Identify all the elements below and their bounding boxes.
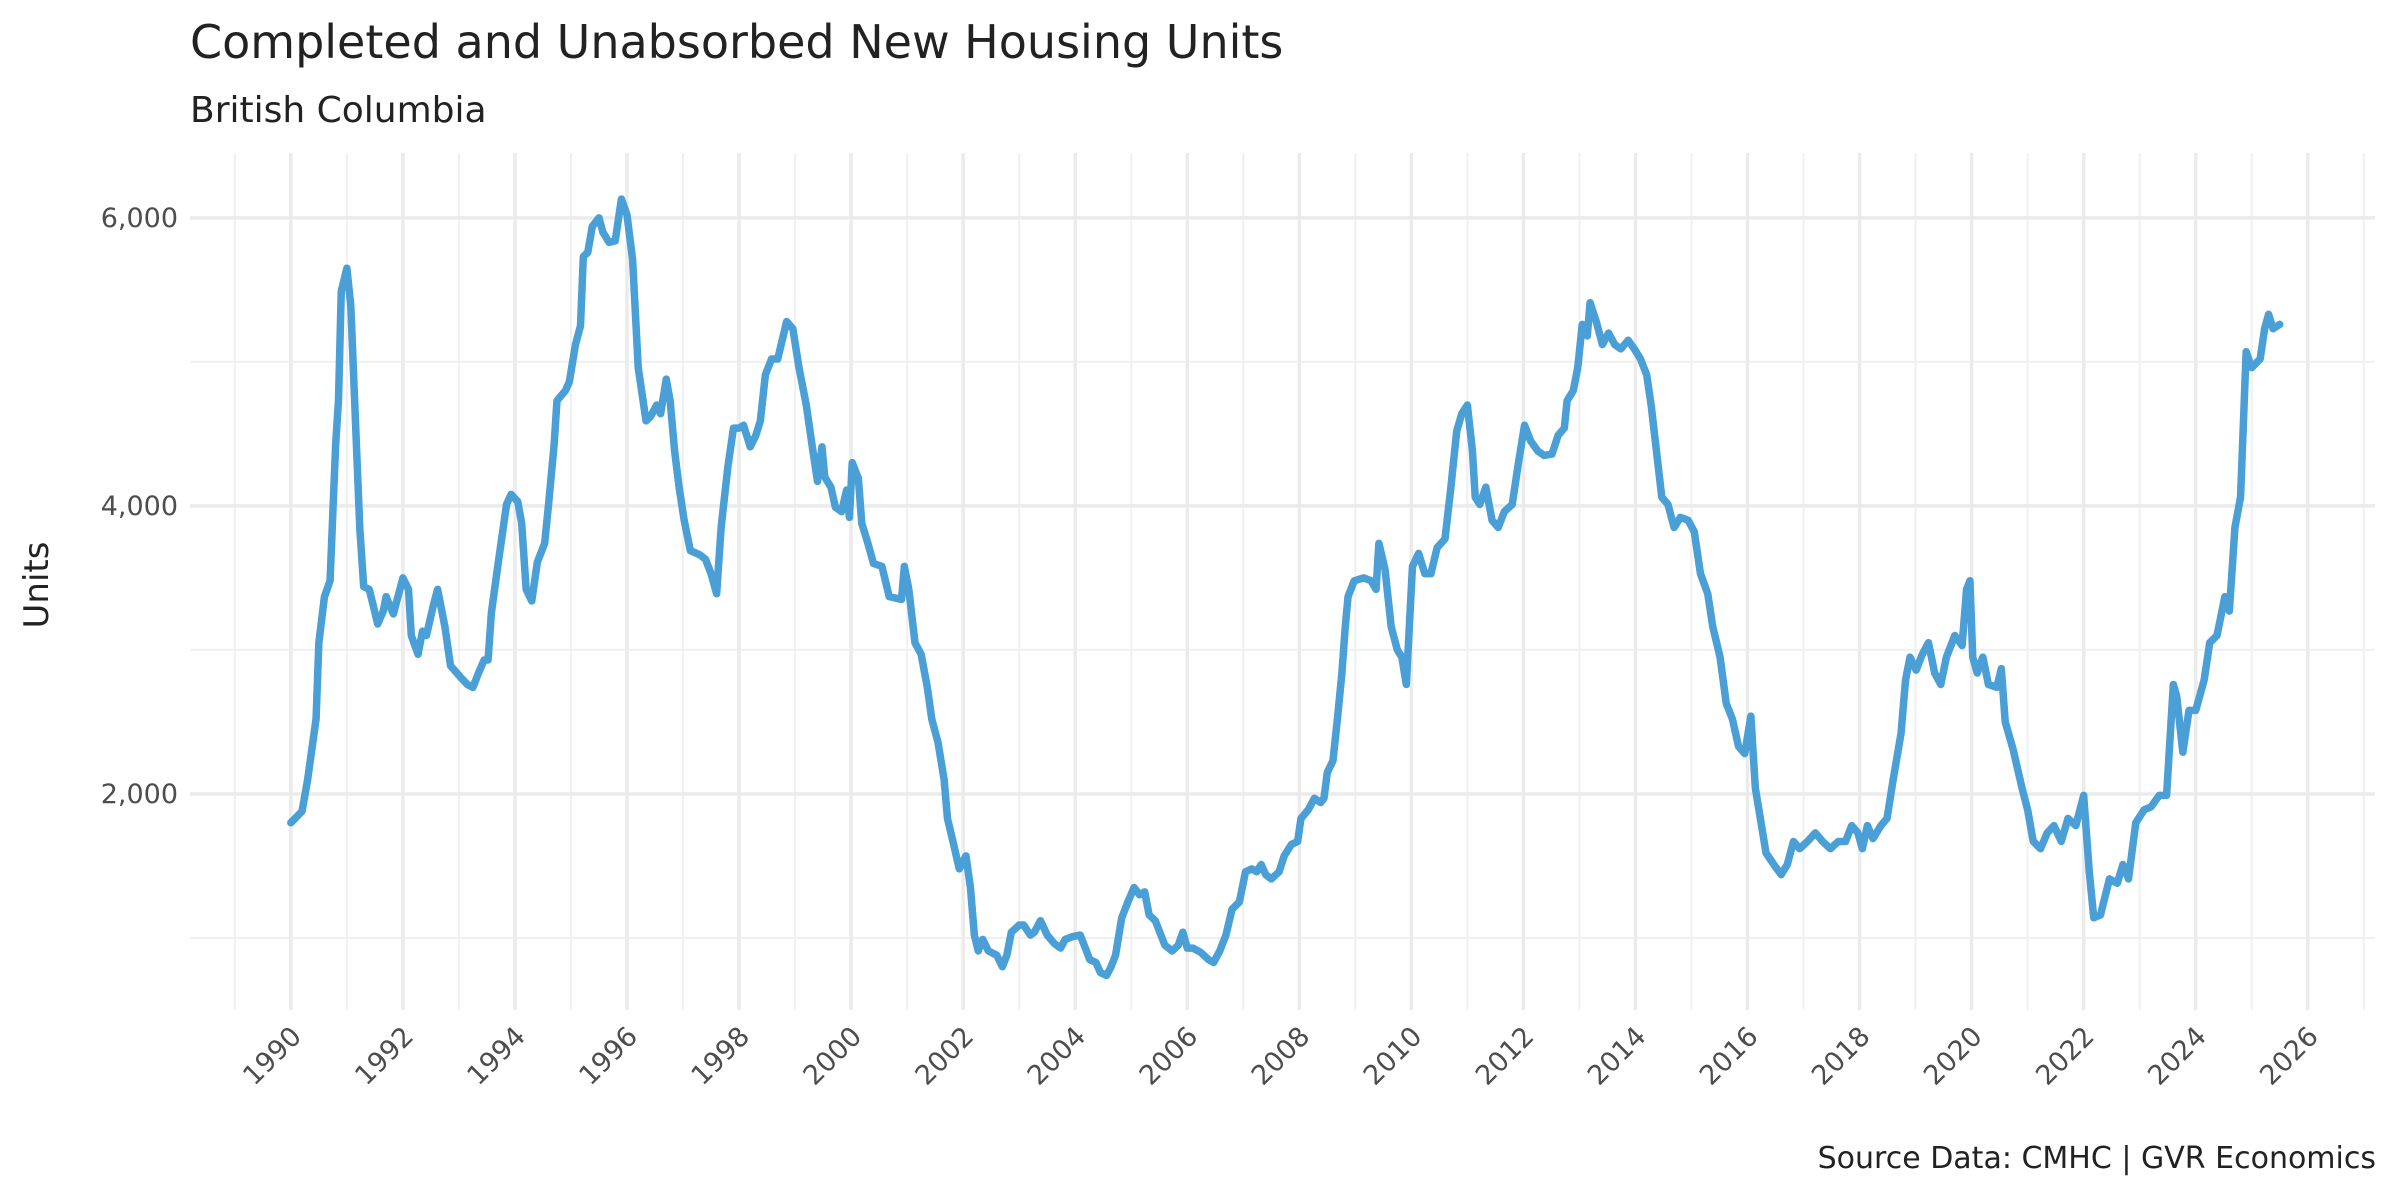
- x-tick-label: 2008: [1246, 1021, 1317, 1092]
- grid: [190, 153, 2375, 1010]
- x-tick-label: 1992: [349, 1021, 420, 1092]
- x-tick-label: 2006: [1134, 1021, 1205, 1092]
- x-tick-label: 1998: [685, 1021, 756, 1092]
- x-tick-label: 2018: [1806, 1021, 1877, 1092]
- y-tick-label: 6,000: [101, 203, 178, 234]
- chart-title: Completed and Unabsorbed New Housing Uni…: [190, 15, 1283, 69]
- x-tick-label: 2010: [1358, 1021, 1429, 1092]
- plot-marks: [287, 195, 2284, 980]
- source-note: Source Data: CMHC | GVR Economics: [1818, 1141, 2376, 1176]
- x-tick-label: 2016: [1694, 1021, 1765, 1092]
- x-tick-label: 2014: [1582, 1021, 1653, 1092]
- x-tick-label: 2024: [2142, 1021, 2213, 1092]
- x-tick-label: 2000: [798, 1021, 869, 1092]
- chart-subtitle: British Columbia: [190, 90, 487, 131]
- x-tick-label: 1996: [573, 1021, 644, 1092]
- x-tick-label: 2004: [1022, 1021, 1093, 1092]
- data-line: [287, 195, 2284, 980]
- y-tick-label: 4,000: [101, 491, 178, 522]
- x-tick-label: 2026: [2254, 1021, 2325, 1092]
- x-tick-label: 1994: [461, 1021, 532, 1092]
- x-tick-label: 1990: [237, 1021, 308, 1092]
- x-tick-label: 2002: [910, 1021, 981, 1092]
- x-tick-label: 2020: [1918, 1021, 1989, 1092]
- y-tick-label: 2,000: [101, 779, 178, 810]
- x-tick-label: 2012: [1470, 1021, 1541, 1092]
- x-tick-label: 2022: [2030, 1021, 2101, 1092]
- y-axis-label: Units: [17, 542, 57, 629]
